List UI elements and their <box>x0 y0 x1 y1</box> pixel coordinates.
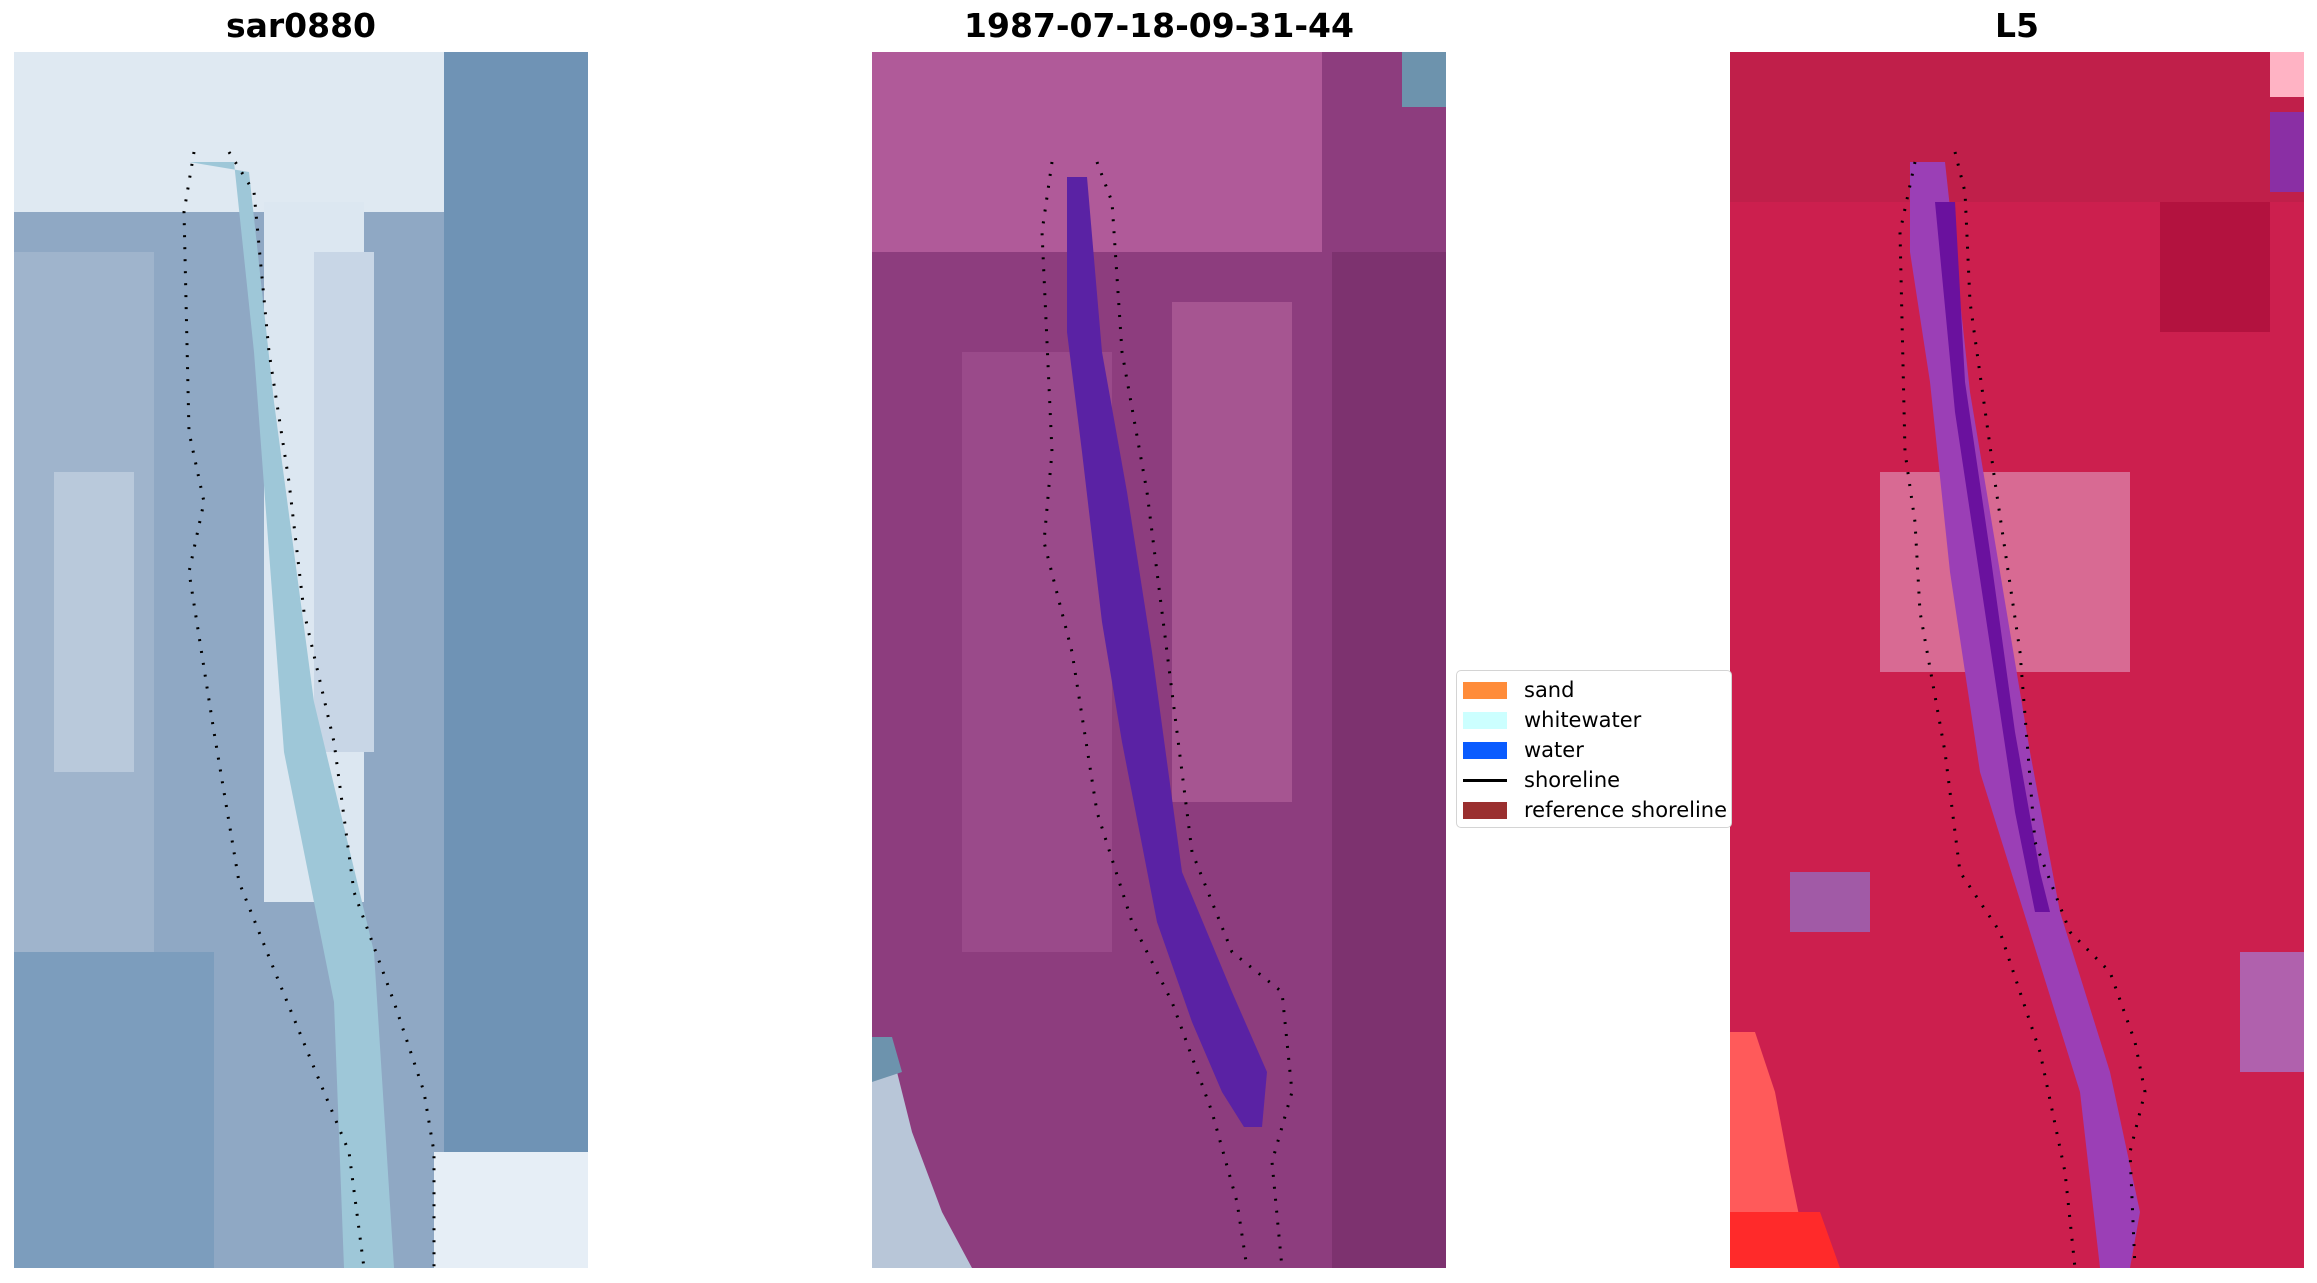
legend-item-shoreline: shoreline <box>1463 767 1620 793</box>
legend-item-sand: sand <box>1463 677 1574 703</box>
legend-swatch-sand <box>1463 681 1507 699</box>
legend-swatch-water <box>1463 741 1507 759</box>
classified-image-panel <box>872 52 1446 1268</box>
legend-label-reference-shoreline: reference shoreline <box>1524 798 1728 822</box>
classified-image <box>872 52 1446 1268</box>
legend-label-sand: sand <box>1524 678 1575 702</box>
panel-title-2: 1987-07-18-09-31-44 <box>964 6 1354 45</box>
legend-label-shoreline: shoreline <box>1524 768 1621 792</box>
legend-item-reference-shoreline: reference shoreline <box>1463 797 1727 823</box>
index-image-panel <box>1730 52 2304 1268</box>
legend-label-whitewater: whitewater <box>1524 708 1642 732</box>
sar-image <box>14 52 588 1268</box>
index-image <box>1730 52 2304 1268</box>
legend-item-whitewater: whitewater <box>1463 707 1641 733</box>
legend: sand whitewater water shoreline referenc… <box>1456 670 1732 828</box>
panel-title-3: L5 <box>1995 6 2039 45</box>
panel-title-1: sar0880 <box>225 6 377 45</box>
legend-swatch-whitewater <box>1463 711 1507 729</box>
sar-image-panel <box>14 52 588 1268</box>
legend-label-water: water <box>1524 738 1584 762</box>
legend-line-shoreline <box>1463 778 1507 782</box>
classified-shoreline <box>1040 161 1249 1268</box>
legend-item-water: water <box>1463 737 1584 763</box>
legend-swatch-reference-shoreline <box>1463 801 1507 819</box>
